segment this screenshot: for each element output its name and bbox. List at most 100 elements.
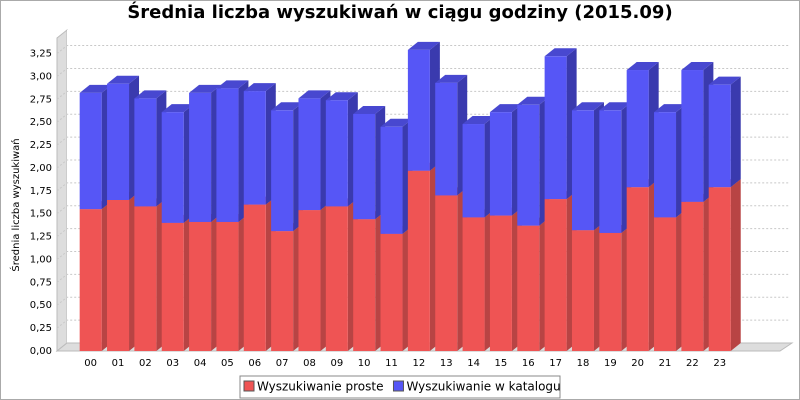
x-tick-label: 05: [221, 358, 234, 369]
bar-side: [730, 179, 741, 351]
bar-segment: [79, 84, 112, 210]
bar-top: [216, 80, 249, 89]
bar-segment: [161, 104, 194, 223]
bar-front: [161, 222, 184, 351]
bar-segment: [654, 104, 687, 218]
bar-front: [79, 92, 102, 210]
grid-line: [56, 182, 790, 192]
bar-front: [489, 215, 512, 351]
bar-segment: [462, 116, 495, 218]
bar-segment: [189, 213, 222, 351]
bar-front: [517, 225, 540, 351]
bar-front: [599, 110, 622, 233]
y-axis-title: Średnia liczba wyszukiwań: [9, 138, 22, 271]
bar-segment: [654, 209, 687, 351]
bar-front: [325, 100, 348, 207]
bar-segment: [353, 105, 386, 220]
bar-segment: [571, 102, 604, 231]
x-tick-label: 14: [467, 358, 480, 369]
bar-front: [626, 70, 649, 188]
bar-top: [571, 102, 604, 111]
bar-segment: [544, 191, 577, 351]
y-tick-label: 2,50: [30, 117, 52, 128]
y-tick-label: 2,00: [30, 163, 52, 174]
bar-front: [407, 170, 430, 351]
bar-top: [134, 90, 167, 99]
y-tick-label: 2,75: [30, 94, 52, 105]
bar-segment: [271, 223, 304, 351]
bar-segment: [489, 104, 522, 216]
left-wall: [56, 28, 68, 353]
grid-line: [56, 90, 790, 100]
bar-top: [407, 41, 440, 50]
grid-line: [56, 45, 790, 54]
legend-label: Wyszukiwanie w katalogu: [406, 380, 560, 394]
bar-top: [654, 104, 687, 113]
bar-front: [134, 98, 157, 207]
bar-segment: [517, 96, 550, 226]
x-tick-label: 03: [166, 358, 179, 369]
bar-top: [517, 96, 550, 105]
grid-line: [56, 159, 790, 169]
bar-segment: [380, 118, 413, 234]
bar-top: [271, 102, 304, 111]
x-tick-label: 16: [522, 358, 535, 369]
y-tick-label: 1,50: [30, 209, 52, 220]
bar-segment: [407, 162, 440, 351]
bar-segment: [243, 83, 276, 205]
bar-front: [380, 233, 403, 351]
y-tick-label: 3,25: [30, 49, 52, 60]
bar-front: [626, 187, 649, 351]
bar-segment: [216, 213, 249, 351]
bar-top: [708, 76, 741, 85]
bar-top: [161, 104, 194, 113]
bar-front: [189, 92, 212, 222]
bar-segment: [134, 198, 167, 351]
bar-segment: [708, 76, 741, 188]
bar-segment: [107, 191, 140, 351]
bar-segment: [517, 217, 550, 351]
bar-top: [189, 84, 222, 93]
x-tick-label: 20: [631, 358, 644, 369]
y-tick-label: 0,50: [30, 300, 52, 311]
bar-top: [681, 62, 714, 71]
bar-top: [380, 118, 413, 127]
bar-segment: [571, 222, 604, 351]
bar-segment: [325, 198, 358, 351]
bar-front: [407, 49, 430, 171]
bar-segment: [681, 62, 714, 202]
y-tick-label: 3,00: [30, 71, 52, 82]
bar-segment: [599, 224, 632, 351]
bar-segment: [107, 75, 140, 200]
bar-top: [79, 84, 112, 93]
bar-front: [708, 84, 731, 188]
bar-front: [107, 199, 130, 351]
x-tick-label: 04: [194, 358, 207, 369]
bar-segment: [216, 80, 249, 222]
bars: [79, 41, 741, 351]
bar-segment: [544, 48, 577, 200]
bar-segment: [325, 92, 358, 207]
bar-top: [353, 105, 386, 114]
bar-segment: [380, 225, 413, 351]
bar-side: [730, 76, 741, 188]
x-tick-label: 19: [604, 358, 617, 369]
bar-front: [681, 201, 704, 351]
x-tick-label: 08: [303, 358, 316, 369]
bar-front: [189, 221, 212, 351]
bar-segment: [435, 74, 468, 196]
bar-front: [161, 112, 184, 223]
bar-top: [489, 104, 522, 113]
bar-front: [298, 98, 321, 211]
bar-segment: [489, 207, 522, 351]
bar-segment: [599, 102, 632, 233]
bar-front: [353, 113, 376, 220]
x-tick-label: 00: [84, 358, 97, 369]
x-tick-label: 21: [659, 358, 672, 369]
bar-front: [298, 210, 321, 351]
y-tick-label: 2,25: [30, 140, 52, 151]
grid-line: [56, 319, 790, 329]
bar-front: [599, 232, 622, 351]
x-tick-label: 01: [112, 358, 125, 369]
grid-line: [56, 296, 790, 306]
